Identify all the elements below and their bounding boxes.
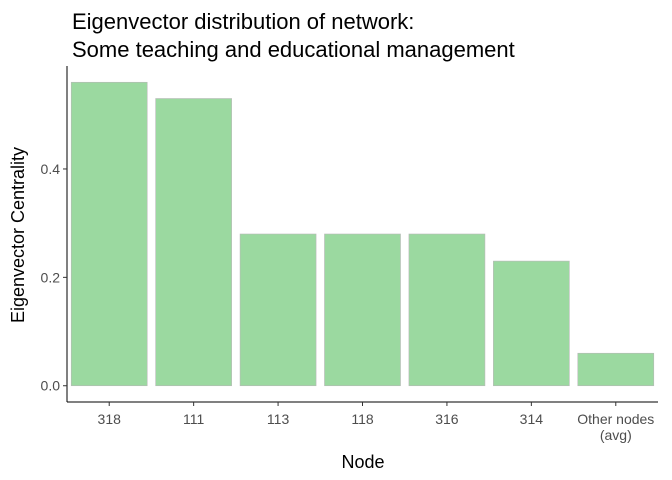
y-tick-label-2: 0.4 <box>41 161 61 177</box>
x-tick-label-5: 314 <box>520 411 544 427</box>
chart-title-line-1: Eigenvector distribution of network: <box>72 9 415 34</box>
bar-1 <box>155 98 232 387</box>
y-tick-label-1: 0.2 <box>41 269 61 285</box>
y-axis-title: Eigenvector Centrality <box>8 147 28 323</box>
bar-0 <box>70 81 148 387</box>
x-tick-label-line: 111 <box>183 411 204 427</box>
x-tick-label-6: Other nodes (avg) <box>577 411 654 443</box>
chart-title-line-2: Some teaching and educational management <box>72 37 515 62</box>
x-tick-label-line: (avg) <box>600 427 632 443</box>
bar-5 <box>493 260 570 387</box>
x-tick-label-line: 118 <box>351 411 374 427</box>
x-tick-label-line: 318 <box>98 411 122 427</box>
bar-2 <box>239 233 317 387</box>
x-tick-label-2: 113 <box>267 411 290 427</box>
bar-4 <box>408 233 486 387</box>
x-tick-label-line: Other nodes <box>577 411 654 427</box>
x-axis-title: Node <box>341 452 384 472</box>
x-tick-label-1: 111 <box>183 411 204 427</box>
y-tick-label-0: 0.0 <box>41 378 61 394</box>
x-tick-label-4: 316 <box>435 411 459 427</box>
chart-title: Eigenvector distribution of network: Som… <box>72 8 515 64</box>
x-tick-label-0: 318 <box>98 411 122 427</box>
bars-group <box>70 81 655 387</box>
bar-6 <box>577 352 655 387</box>
x-tick-label-line: 113 <box>267 411 290 427</box>
bar-3 <box>324 233 401 387</box>
axes-group: 0.0 0.2 0.4 318 111 113 118 316 314 Other nodes (a… <box>41 66 658 443</box>
x-tick-label-3: 118 <box>351 411 374 427</box>
x-tick-label-line: 314 <box>520 411 544 427</box>
x-tick-label-line: 316 <box>435 411 459 427</box>
